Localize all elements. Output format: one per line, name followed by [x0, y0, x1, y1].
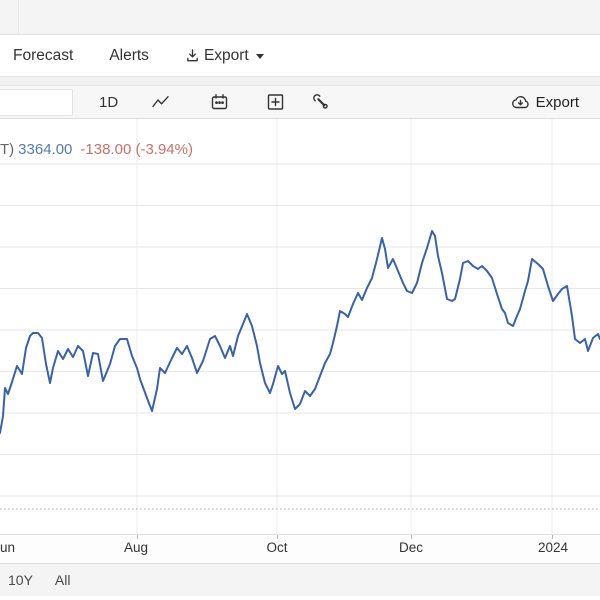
axis-label-dec: Dec — [398, 540, 424, 555]
symbol-search-input[interactable] — [0, 89, 73, 116]
export-menu-label: Export — [203, 46, 249, 64]
price-chart-area[interactable]: T) 3364.00 -138.00 (-3.94%) — [0, 119, 600, 534]
axis-tick — [137, 535, 138, 539]
chevron-down-icon — [255, 54, 264, 59]
axis-tick — [552, 535, 553, 539]
tools-wrench-icon[interactable] — [313, 94, 329, 110]
chart-export-label: Export — [535, 93, 579, 111]
axis-label-2024: 2024 — [537, 540, 569, 555]
export-menu-item[interactable]: Export — [185, 47, 264, 65]
price-line-series — [0, 230, 600, 434]
axis-label-oct: Oct — [266, 540, 288, 555]
download-icon — [187, 49, 198, 62]
range-selector-bar: 10Y All — [0, 563, 600, 596]
cropped-panel-edge — [18, 0, 19, 34]
symbol-fragment: T) — [0, 141, 15, 158]
range-item-10y[interactable]: 10Y — [8, 572, 33, 588]
range-item-all[interactable]: All — [54, 572, 71, 588]
axis-label-un: un — [0, 540, 16, 555]
cloud-download-icon — [511, 96, 529, 109]
axis-tick — [277, 535, 278, 539]
forecast-menu-item[interactable]: Forecast — [13, 46, 74, 64]
price-change: -138.00 (-3.94%) — [80, 141, 193, 158]
toolbar-divider — [0, 77, 600, 86]
last-price: 3364.00 — [18, 141, 73, 158]
add-indicator-icon[interactable] — [267, 94, 284, 111]
chart-export-button[interactable]: Export — [510, 86, 579, 118]
calendar-icon[interactable] — [211, 94, 228, 110]
price-chart[interactable] — [0, 119, 600, 534]
quote-readout: T) 3364.00 -138.00 (-3.94%) — [0, 141, 193, 158]
axis-tick — [411, 535, 412, 539]
x-axis: un Aug Oct Dec 2024 — [0, 534, 600, 563]
axis-label-aug: Aug — [123, 540, 149, 555]
interval-button[interactable]: 1D — [99, 93, 119, 111]
menu-bar: Forecast Alerts Export — [0, 35, 600, 77]
alerts-menu-item[interactable]: Alerts — [109, 46, 149, 64]
top-window-strip — [0, 0, 600, 35]
line-chart-icon[interactable] — [152, 95, 169, 109]
chart-toolbar: 1D Export — [0, 86, 600, 119]
